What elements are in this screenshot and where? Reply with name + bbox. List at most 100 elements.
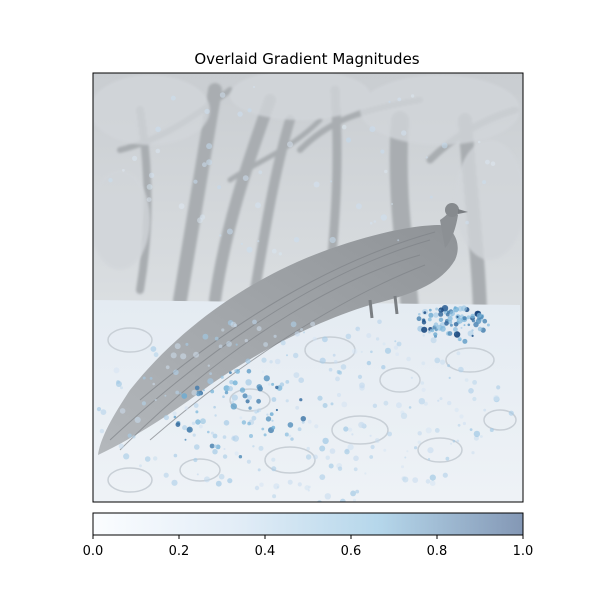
gradient-speckle [427, 330, 431, 334]
gradient-speckle [461, 305, 467, 312]
gradient-speckle [153, 456, 158, 461]
gradient-speckle [304, 485, 310, 491]
gradient-speckle [132, 155, 138, 161]
gradient-speckle [234, 451, 239, 456]
gradient-speckle [444, 321, 449, 326]
gradient-speckle [275, 385, 279, 390]
gradient-speckle [425, 479, 431, 484]
gradient-speckle [359, 382, 365, 389]
gradient-speckle [438, 317, 444, 322]
gradient-speckle [360, 350, 363, 353]
gradient-speckle [329, 236, 336, 244]
gradient-speckle [269, 360, 273, 364]
gradient-speckle [221, 328, 225, 332]
gradient-speckle [274, 358, 281, 365]
gradient-speckle [271, 382, 275, 386]
gradient-speckle [465, 220, 469, 225]
gradient-speckle [456, 351, 461, 356]
gradient-speckle [229, 371, 232, 374]
gradient-speckle [330, 180, 333, 183]
gradient-speckle [179, 392, 182, 395]
gradient-speckle [380, 214, 387, 221]
gradient-speckle [170, 352, 177, 359]
gradient-speckle [310, 321, 316, 327]
gradient-speckle [433, 332, 438, 337]
gradient-speckle [173, 415, 177, 419]
gradient-speckle [437, 399, 440, 402]
gradient-speckle [287, 141, 293, 148]
gradient-speckle [418, 313, 421, 316]
gradient-speckle [285, 380, 290, 384]
gradient-speckle [280, 340, 286, 346]
gradient-speckle [108, 178, 113, 183]
gradient-speckle [191, 421, 196, 425]
gradient-speckle [219, 234, 222, 237]
plot-frame [92, 72, 524, 503]
gradient-speckle [285, 399, 289, 403]
gradient-speckle [267, 382, 271, 386]
gradient-speckle [163, 472, 169, 478]
gradient-speckle [454, 407, 459, 413]
gradient-speckle [366, 360, 372, 366]
gradient-speckle [335, 376, 340, 382]
gradient-speckle [261, 427, 265, 431]
gradient-speckle [247, 108, 252, 113]
colorbar-tick-label: 0.0 [83, 544, 104, 559]
gradient-speckle [341, 124, 347, 130]
gradient-speckle [477, 326, 483, 332]
gradient-speckle [377, 319, 382, 325]
tail-feathers [109, 231, 436, 451]
gradient-speckle [369, 455, 374, 459]
gradient-speckle [441, 142, 448, 149]
gradient-speckle [470, 313, 476, 319]
gradient-speckle [248, 406, 252, 410]
gradient-speckle [343, 426, 349, 432]
gradient-speckle [229, 380, 234, 385]
gradient-speckle [453, 327, 458, 332]
gradient-speckle [256, 326, 262, 332]
gradient-speckle [210, 431, 214, 435]
gradient-speckle [271, 466, 277, 472]
gradient-speckle [355, 203, 362, 210]
gradient-speckle [421, 320, 427, 325]
gradient-speckle [186, 426, 193, 433]
gradient-speckle [224, 390, 229, 395]
gradient-speckle [475, 318, 482, 324]
gradient-speckle [396, 341, 402, 347]
gradient-speckle [447, 364, 451, 368]
gradient-speckle [193, 179, 198, 184]
gradient-speckle [406, 450, 409, 453]
gradient-speckle [485, 159, 490, 165]
gradient-speckle [416, 316, 422, 322]
gradient-speckle [369, 126, 376, 133]
gradient-speckle [301, 420, 305, 424]
gradient-speckle [99, 428, 105, 434]
gradient-speckle [172, 411, 177, 416]
gradient-speckle [193, 403, 199, 408]
gradient-speckle [355, 489, 360, 494]
gradient-speckle [438, 311, 444, 317]
gradient-speckle [163, 414, 169, 421]
gradient-speckle [252, 445, 255, 448]
gradient-speckle [227, 320, 234, 326]
gradient-speckle [428, 308, 432, 312]
gradient-speckle [227, 386, 233, 392]
gradient-speckle [383, 400, 389, 406]
gradient-speckle [373, 220, 377, 223]
gradient-speckle [175, 422, 181, 427]
gradient-speckle [397, 97, 402, 102]
image-plot-area [93, 73, 523, 502]
gradient-speckle [246, 246, 253, 253]
gradient-speckle [155, 148, 161, 154]
gradient-speckle [134, 416, 141, 423]
gradient-speckle [383, 448, 387, 452]
gradient-speckle [273, 334, 277, 338]
gradient-speckle [257, 468, 261, 472]
gradient-speckle [350, 490, 356, 497]
gradient-speckle [258, 445, 264, 451]
gradient-speckle [402, 476, 409, 483]
gradient-speckle [144, 456, 151, 462]
gradient-speckle [345, 137, 352, 143]
colorbar: 0.0 0.2 0.4 0.6 0.8 1.0 [83, 512, 533, 559]
gradient-speckle [266, 413, 269, 416]
